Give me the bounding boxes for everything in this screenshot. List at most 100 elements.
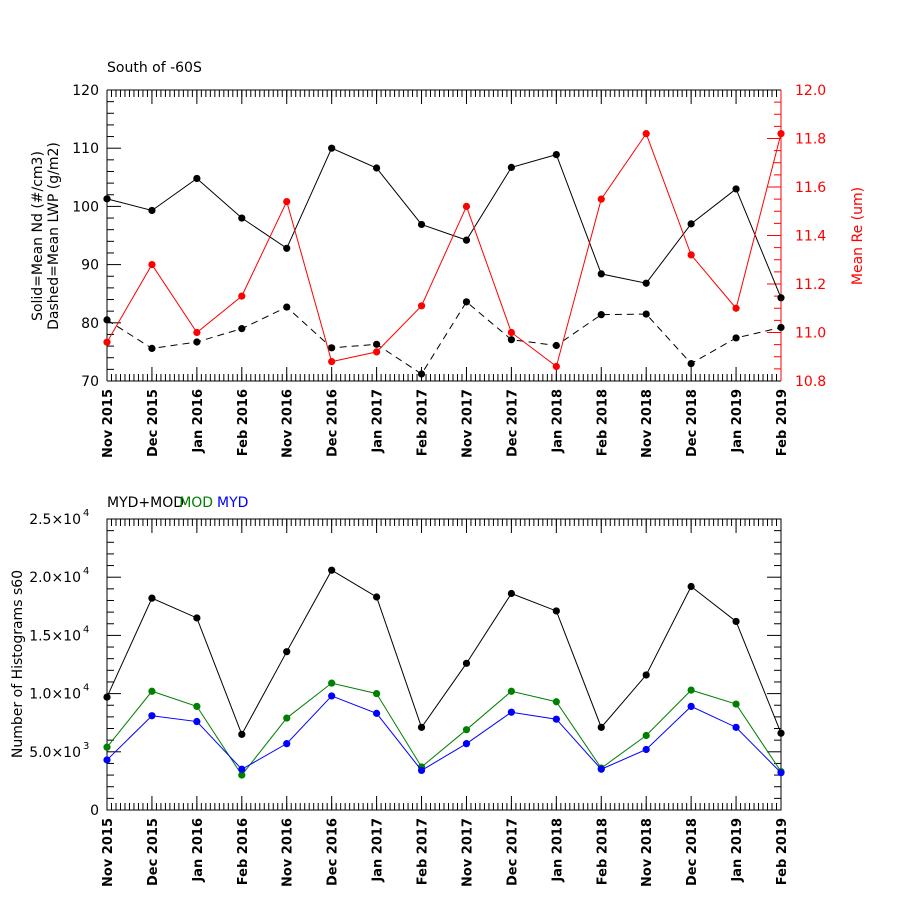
point-mean-nd-dec-2018 xyxy=(687,220,695,228)
series-line-mean-re xyxy=(106,132,782,368)
point-mod-nov-2017 xyxy=(462,726,471,734)
point-mean-lwp-dec-2017 xyxy=(507,336,515,344)
y-tick-label-20000: 2.0×10 xyxy=(29,570,81,586)
point-myd-mod-nov-2016 xyxy=(283,648,291,656)
y-tick-label-0: 0 xyxy=(90,803,99,819)
x-tick-label-feb-2019: Feb 2019 xyxy=(775,818,790,885)
point-mean-re-nov-2015 xyxy=(103,338,111,346)
point-myd-dec-2018 xyxy=(687,702,695,711)
x-tick-label-feb-2016: Feb 2016 xyxy=(236,818,251,885)
right-y-axis-title: Mean Re (um) xyxy=(850,187,866,285)
point-mean-nd-feb-2019 xyxy=(777,294,785,302)
point-mean-re-dec-2016 xyxy=(328,358,336,366)
point-mean-nd-feb-2017 xyxy=(417,220,426,229)
x-tick-label-jan-2018: Jan 2018 xyxy=(550,818,565,883)
point-mean-lwp-nov-2017 xyxy=(462,298,471,306)
chart-title: South of -60S xyxy=(107,60,202,76)
point-mod-jan-2018 xyxy=(552,698,560,706)
point-mod-dec-2017 xyxy=(507,687,515,695)
right-y-tick-label-11-2: 11.2 xyxy=(795,277,826,293)
point-mean-nd-nov-2017 xyxy=(462,236,471,244)
x-tick-label-jan-2019: Jan 2019 xyxy=(730,389,745,454)
x-tick-label-jan-2017: Jan 2017 xyxy=(371,818,386,883)
x-tick-label-nov-2016: Nov 2016 xyxy=(281,818,296,887)
x-tick-label-dec-2018: Dec 2018 xyxy=(685,389,700,457)
point-mod-jan-2017 xyxy=(373,690,381,698)
point-mean-nd-dec-2015 xyxy=(148,206,156,215)
x-tick-label-dec-2015: Dec 2015 xyxy=(146,389,161,457)
point-myd-nov-2017 xyxy=(462,740,471,748)
x-tick-label-dec-2018: Dec 2018 xyxy=(685,818,700,886)
point-mean-re-feb-2016 xyxy=(238,292,246,300)
point-mean-re-jan-2018 xyxy=(552,362,560,371)
point-mean-re-jan-2019 xyxy=(732,304,740,312)
point-myd-nov-2016 xyxy=(283,740,291,748)
legend-item-myd: MYD xyxy=(217,495,248,511)
point-mean-re-feb-2017 xyxy=(417,302,426,310)
point-mod-dec-2018 xyxy=(687,686,695,694)
point-mean-re-dec-2018 xyxy=(687,251,695,259)
y-tick-label-70: 70 xyxy=(81,374,99,390)
point-mod-jan-2019 xyxy=(732,700,740,708)
point-myd-jan-2019 xyxy=(732,723,740,731)
x-tick-label-nov-2018: Nov 2018 xyxy=(640,818,655,887)
point-myd-mod-jan-2016 xyxy=(193,614,201,622)
y-tick-label-100: 100 xyxy=(72,199,99,215)
y-tick-exponent-25000: 4 xyxy=(83,508,89,519)
x-tick-label-feb-2019: Feb 2019 xyxy=(775,389,790,456)
plot-frame xyxy=(106,518,782,811)
point-mean-lwp-dec-2015 xyxy=(148,344,156,353)
point-myd-mod-feb-2016 xyxy=(238,730,246,738)
y-axis-title-line1: Solid=Mean Nd (#/cm3) xyxy=(30,151,46,321)
right-y-tick-label-11-6: 11.6 xyxy=(795,180,826,196)
x-tick-label-jan-2019: Jan 2019 xyxy=(730,818,745,883)
point-mean-nd-feb-2016 xyxy=(238,214,246,222)
point-mod-dec-2016 xyxy=(328,679,336,687)
x-tick-label-nov-2015: Nov 2015 xyxy=(101,818,116,887)
point-mean-re-feb-2019 xyxy=(777,130,785,138)
point-myd-mod-nov-2017 xyxy=(462,659,471,667)
point-myd-mod-dec-2016 xyxy=(328,566,336,574)
y-tick-exponent-20000: 4 xyxy=(83,566,89,577)
point-myd-mod-nov-2018 xyxy=(642,671,650,679)
point-myd-dec-2016 xyxy=(328,692,336,700)
point-mean-lwp-nov-2018 xyxy=(642,310,650,318)
x-tick-label-nov-2017: Nov 2017 xyxy=(460,818,475,887)
point-mean-lwp-nov-2016 xyxy=(283,303,291,311)
point-mean-re-nov-2018 xyxy=(642,130,650,138)
point-mean-re-dec-2017 xyxy=(507,328,515,337)
point-mean-re-nov-2017 xyxy=(462,202,471,210)
y-tick-exponent-15000: 4 xyxy=(83,624,89,635)
legend-item-mod: MOD xyxy=(179,495,213,511)
y-tick-label-15000: 1.5×10 xyxy=(29,628,81,644)
point-mean-nd-nov-2018 xyxy=(642,279,650,287)
x-tick-label-nov-2015: Nov 2015 xyxy=(101,389,116,458)
y-axis-title-line2: Dashed=Mean LWP (g/m2) xyxy=(46,142,62,330)
point-myd-mod-nov-2015 xyxy=(103,693,111,701)
point-myd-feb-2017 xyxy=(417,766,426,775)
point-myd-mod-jan-2018 xyxy=(552,607,560,615)
point-mean-nd-jan-2019 xyxy=(732,185,740,193)
x-tick-label-dec-2017: Dec 2017 xyxy=(505,818,520,886)
point-myd-dec-2017 xyxy=(507,708,515,716)
point-mod-feb-2016 xyxy=(238,771,246,779)
x-tick-label-jan-2016: Jan 2016 xyxy=(191,818,206,883)
point-myd-nov-2018 xyxy=(642,745,650,754)
point-mean-lwp-feb-2019 xyxy=(777,323,785,332)
y-tick-label-120: 120 xyxy=(72,83,99,99)
point-mean-nd-dec-2016 xyxy=(328,144,336,152)
point-mean-nd-nov-2016 xyxy=(283,244,291,252)
series-line-mean-nd xyxy=(106,147,782,298)
point-mean-nd-feb-2018 xyxy=(597,270,605,278)
point-mean-nd-nov-2015 xyxy=(103,195,111,203)
point-myd-mod-jan-2019 xyxy=(732,617,740,626)
point-mod-jan-2016 xyxy=(193,702,201,711)
right-y-tick-label-10-8: 10.8 xyxy=(795,374,826,390)
point-mean-nd-jan-2017 xyxy=(373,164,381,172)
point-mean-re-jan-2016 xyxy=(193,328,201,337)
point-mean-re-nov-2016 xyxy=(283,197,291,206)
x-tick-label-jan-2017: Jan 2017 xyxy=(371,389,386,454)
series-line-myd xyxy=(106,695,782,774)
